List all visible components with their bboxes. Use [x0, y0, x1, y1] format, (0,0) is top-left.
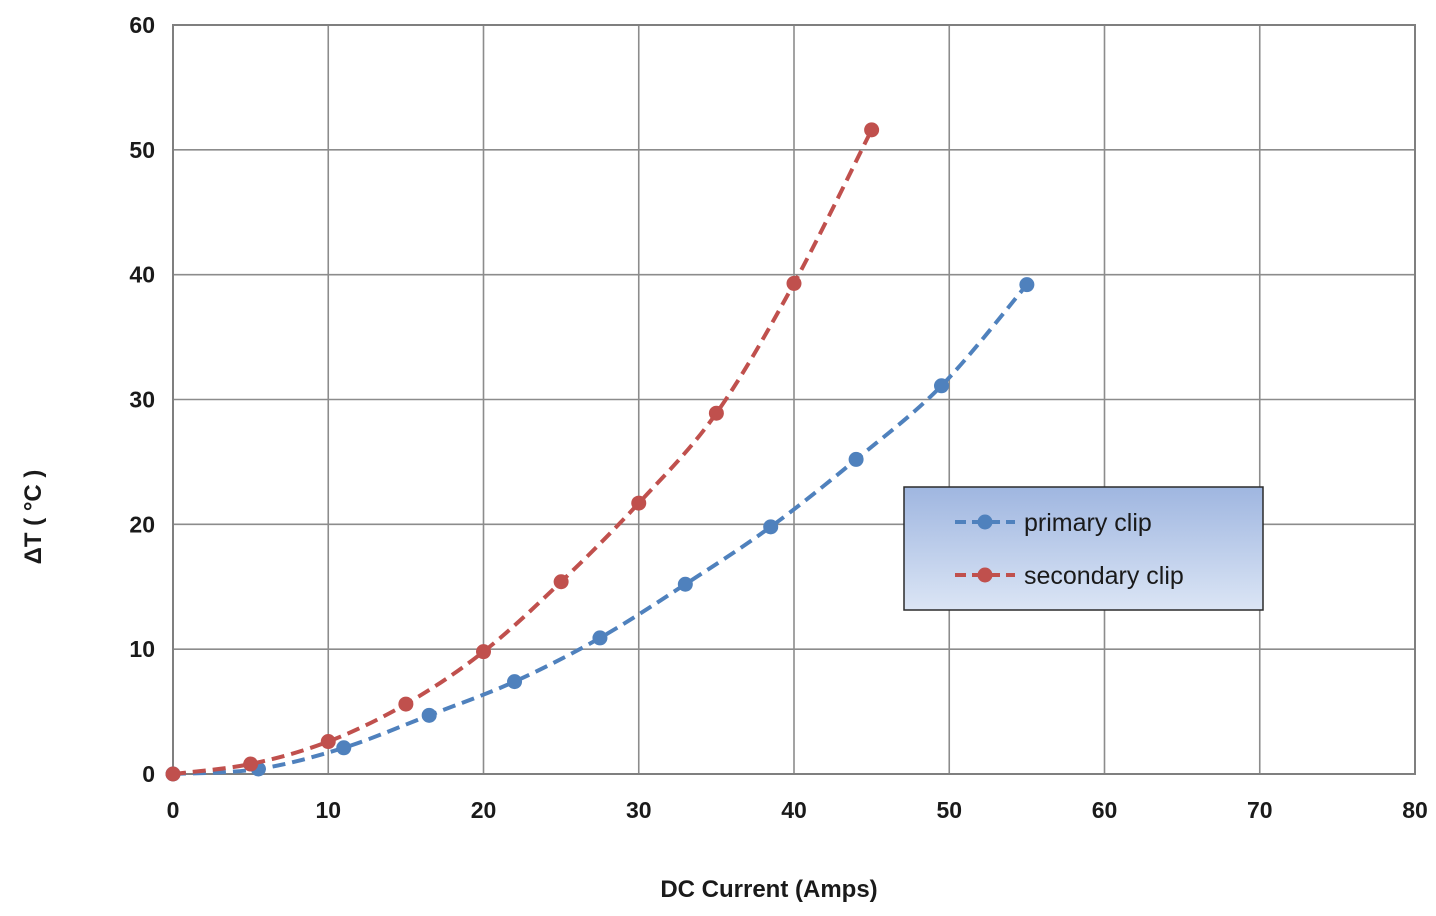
x-tick-label: 60 — [1092, 797, 1118, 823]
y-tick-label: 40 — [129, 262, 155, 288]
x-tick-label: 30 — [626, 797, 652, 823]
x-tick-label: 70 — [1247, 797, 1273, 823]
legend-label-secondary: secondary clip — [1024, 562, 1184, 590]
data-point — [165, 766, 181, 782]
x-axis-tick-labels: 0 10 20 30 40 50 60 70 80 — [167, 797, 1428, 823]
y-axis-tick-labels: 0 10 20 30 40 50 60 — [129, 12, 155, 787]
y-tick-label: 10 — [129, 636, 155, 662]
x-tick-label: 50 — [936, 797, 962, 823]
data-point — [421, 707, 437, 723]
data-point — [786, 275, 802, 291]
series-primary-clip — [165, 277, 1035, 782]
x-tick-label: 10 — [315, 797, 341, 823]
series-group — [165, 122, 1035, 782]
data-point — [507, 674, 523, 690]
y-tick-label: 50 — [129, 137, 155, 163]
data-point — [592, 630, 608, 646]
legend-marker-secondary — [977, 567, 993, 583]
data-point — [476, 644, 491, 660]
data-point — [677, 576, 693, 592]
plot-area-border — [172, 24, 1416, 775]
y-axis-title: ΔT ( °C ) — [20, 470, 47, 565]
y-tick-label: 60 — [129, 12, 155, 38]
y-tick-label: 0 — [142, 761, 155, 787]
series-secondary-clip — [165, 122, 880, 782]
x-tick-label: 0 — [167, 797, 180, 823]
legend-box — [903, 486, 1264, 611]
legend-item-primary: primary clip — [955, 509, 1152, 537]
x-axis-title: DC Current (Amps) — [660, 876, 877, 903]
data-point — [553, 574, 569, 590]
grid — [172, 24, 1416, 775]
x-tick-label: 20 — [471, 797, 497, 823]
x-tick-label: 40 — [781, 797, 807, 823]
data-point — [631, 495, 647, 511]
data-point — [320, 734, 336, 750]
data-point — [763, 519, 779, 535]
data-point — [398, 696, 414, 712]
data-point — [336, 740, 352, 756]
data-point — [848, 451, 864, 467]
data-point — [864, 122, 880, 138]
data-point — [1019, 277, 1035, 293]
data-point — [243, 756, 259, 772]
data-point — [708, 405, 724, 421]
x-tick-label: 80 — [1402, 797, 1428, 823]
series-line — [172, 283, 1029, 776]
legend-item-secondary: secondary clip — [955, 562, 1184, 590]
y-tick-label: 20 — [129, 511, 155, 537]
legend-marker-primary — [977, 514, 993, 530]
legend-label-primary: primary clip — [1024, 509, 1152, 537]
data-point — [933, 378, 949, 394]
y-tick-label: 30 — [129, 387, 155, 413]
legend: primary clip secondary clip — [903, 486, 1264, 611]
